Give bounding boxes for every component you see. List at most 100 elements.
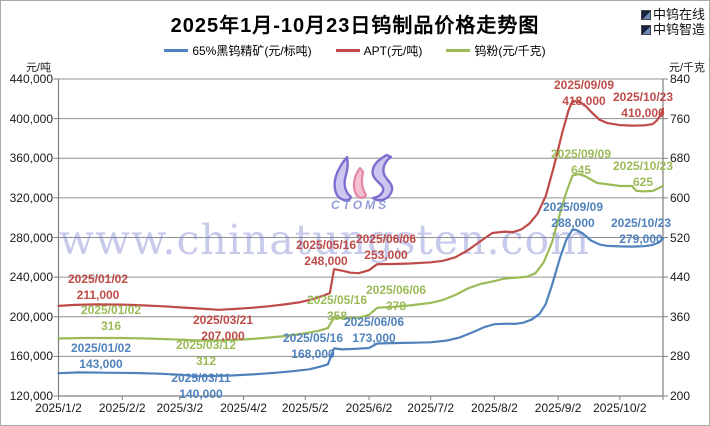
annotation: 2025/10/23 625	[613, 158, 673, 190]
legend-item-0: 65%黑钨精矿(元/标吨)	[164, 42, 312, 59]
series-line-1	[57, 99, 665, 311]
annotation-date: 2025/09/09	[550, 147, 612, 161]
annotation-value: 410,000	[621, 106, 665, 120]
y-tick-label-right: 280	[670, 349, 691, 364]
legend-swatch-icon	[335, 49, 360, 52]
annotation-value: 358	[326, 309, 348, 323]
annotation-value: 625	[632, 175, 654, 189]
y-tick-label-right: 600	[670, 190, 691, 205]
annotation-value: 312	[195, 354, 217, 368]
annotation-date: 2025/03/21	[192, 313, 254, 327]
annotation-value: 645	[570, 163, 592, 177]
annotation: 2025/01/02 316	[81, 302, 141, 334]
annotation: 2025/05/16 358	[307, 292, 367, 324]
annotation: 2025/01/02 143,000	[71, 340, 131, 372]
annotation-value: 279,000	[619, 232, 663, 246]
chart-legend: 65%黑钨精矿(元/标吨) APT(元/吨) 钨粉(元/千克)	[1, 42, 709, 59]
legend-label: 钨粉(元/千克)	[474, 44, 546, 58]
annotation-date: 2025/09/09	[553, 78, 615, 92]
y-tick-label-right: 440	[670, 270, 691, 285]
annotation-date: 2025/06/06	[355, 232, 417, 246]
annotation-value: 316	[100, 319, 122, 333]
annotation-date: 2025/05/16	[306, 293, 368, 307]
y-tick-label-right: 760	[670, 111, 691, 126]
annotation: 2025/10/23 279,000	[611, 215, 671, 247]
annotation-date: 2025/10/23	[612, 90, 674, 104]
x-tick-label: 2025/7/2	[407, 401, 455, 415]
y-axis-title-right: 元/千克	[669, 62, 706, 74]
legend-label: 65%黑钨精矿(元/标吨)	[192, 44, 312, 58]
annotation: 2025/05/16 248,000	[296, 237, 356, 269]
y-tick-label-right: 840	[670, 72, 691, 86]
series-line-0	[57, 228, 665, 378]
watermark-text: www.chinatungsten.com	[59, 216, 591, 264]
legend-swatch-icon	[164, 49, 189, 52]
annotation: 2025/03/12 312	[176, 337, 236, 369]
annotation-date: 2025/05/16	[282, 331, 344, 345]
annotation: 2025/06/06 378	[366, 282, 426, 314]
x-tick-label: 2025/10/2	[593, 401, 647, 415]
y-tick-label-right: 680	[670, 151, 691, 166]
y-tick-label-right: 360	[670, 309, 691, 324]
annotation: 2025/06/06 173,000	[344, 314, 404, 346]
annotation-value: 140,000	[179, 387, 223, 401]
annotation: 2025/03/21 207,000	[193, 312, 253, 344]
chart-title: 2025年1月-10月23日钨制品价格走势图	[170, 15, 540, 37]
brand-logo-icon	[640, 9, 651, 20]
brand-line-1: 中钨在线	[652, 7, 705, 22]
x-tick-label: 2025/9/2	[534, 401, 582, 415]
y-tick-label-left: 200,000	[9, 309, 53, 324]
y-tick-label-left: 120,000	[9, 389, 53, 403]
annotation: 2025/01/02 211,000	[68, 271, 128, 303]
annotation-value: 248,000	[304, 254, 348, 268]
annotation-value: 207,000	[201, 329, 245, 343]
annotation-value: 211,000	[76, 288, 120, 302]
brand-row-1: 中钨在线	[640, 7, 705, 22]
annotation: 2025/09/09 418,000	[554, 77, 614, 109]
annotation: 2025/10/23 410,000	[613, 89, 673, 121]
y-tick-label-left: 280,000	[9, 230, 53, 245]
x-tick-label: 2025/4/2	[220, 401, 267, 415]
annotation-value: 378	[385, 299, 407, 313]
y-tick-label-left: 320,000	[9, 190, 53, 205]
y-tick-label-left: 440,000	[9, 72, 53, 86]
legend-item-1: APT(元/吨)	[335, 42, 423, 59]
annotation-date: 2025/10/23	[610, 216, 672, 230]
annotation-value: 418,000	[562, 94, 606, 108]
y-tick-label-left: 240,000	[9, 270, 53, 285]
annotation-date: 2025/06/06	[365, 283, 427, 297]
annotation-value: 253,000	[364, 248, 408, 262]
series-line-2	[57, 173, 665, 342]
annotation-date: 2025/03/11	[171, 371, 231, 385]
y-tick-label-left: 360,000	[9, 151, 53, 166]
annotation-date: 2025/03/12	[175, 338, 237, 352]
annotation-value: 288,000	[551, 216, 595, 230]
y-tick-label-right: 200	[670, 389, 691, 403]
y-tick-label-right: 520	[670, 230, 691, 245]
brand-logo-icon	[640, 24, 651, 35]
watermark-logo-text: CTOMS	[331, 198, 390, 212]
annotation-date: 2025/10/23	[612, 159, 674, 173]
y-tick-label-left: 160,000	[9, 349, 53, 364]
brand-row-2: 中钨智造	[640, 22, 705, 37]
annotation-date: 2025/01/02	[80, 303, 142, 317]
legend-label: APT(元/吨)	[363, 44, 423, 58]
annotation: 2025/03/11 140,000	[171, 370, 230, 402]
x-tick-label: 2025/3/2	[156, 401, 204, 415]
x-tick-label: 2025/8/2	[471, 401, 518, 415]
x-tick-label: 2025/5/2	[281, 401, 329, 415]
annotation: 2025/09/09 645	[551, 146, 611, 178]
annotation-value: 173,000	[352, 331, 396, 345]
annotation-date: 2025/01/02	[70, 341, 132, 355]
x-tick-label: 2025/1/2	[35, 401, 82, 415]
annotation-date: 2025/09/09	[542, 200, 604, 214]
annotation: 2025/05/16 168,000	[283, 330, 343, 362]
annotation-value: 143,000	[79, 357, 123, 371]
brand-block: 中钨在线 中钨智造	[640, 7, 705, 37]
annotation-date: 2025/05/16	[295, 238, 357, 252]
x-tick-label: 2025/2/2	[98, 401, 146, 415]
x-tick-label: 2025/6/2	[345, 401, 393, 415]
annotation-date: 2025/01/02	[67, 272, 129, 286]
